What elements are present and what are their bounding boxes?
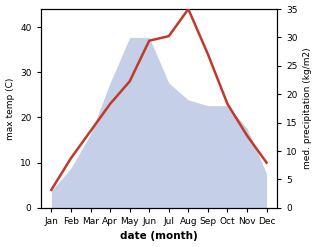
X-axis label: date (month): date (month) (120, 231, 198, 242)
Y-axis label: med. precipitation (kg/m2): med. precipitation (kg/m2) (303, 48, 313, 169)
Y-axis label: max temp (C): max temp (C) (5, 77, 15, 140)
